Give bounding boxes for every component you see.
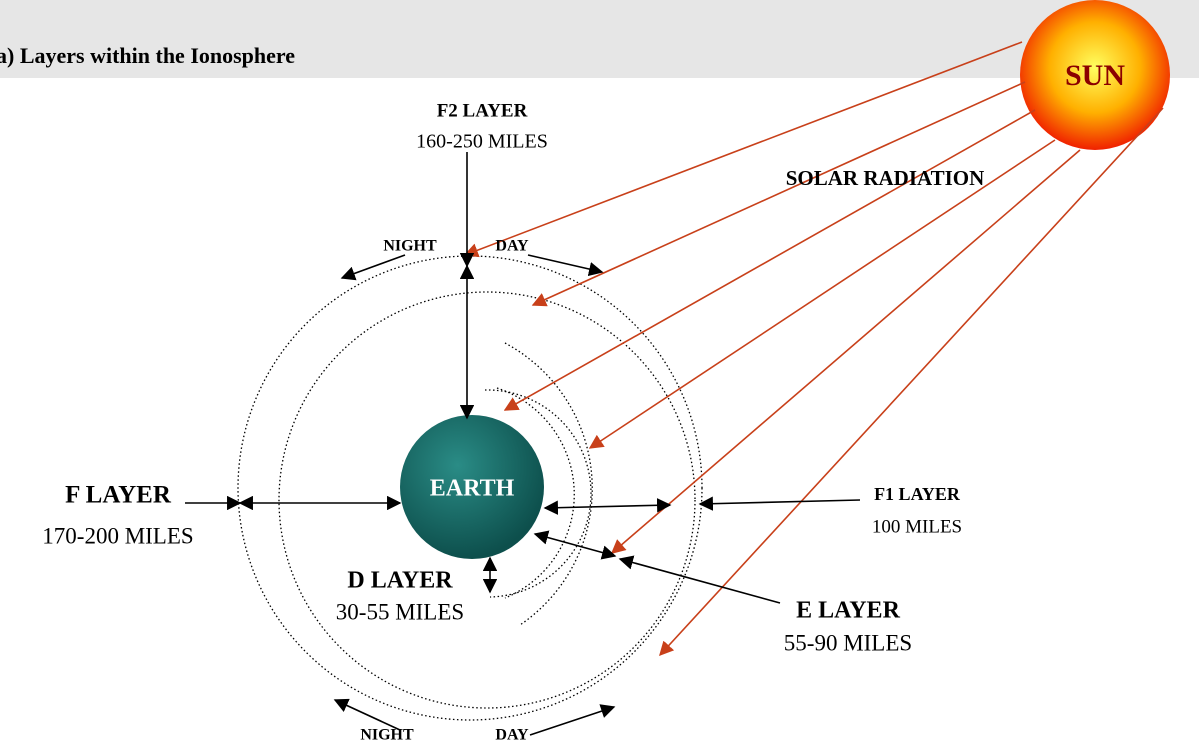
layer-height: 55-90 MILES: [784, 630, 912, 655]
night-label: NIGHT: [360, 727, 414, 744]
layer-height: 100 MILES: [872, 516, 962, 537]
layer-height: 170-200 MILES: [42, 523, 193, 548]
layer-name: F LAYER: [65, 482, 172, 509]
layer-name: D LAYER: [347, 568, 453, 594]
layer-name: E LAYER: [796, 598, 900, 624]
diagram: a) Layers within the Ionosphere SUN SOLA…: [0, 0, 1199, 744]
layer-name: F2 LAYER: [437, 100, 528, 121]
night-label: NIGHT: [383, 238, 437, 255]
title: a) Layers within the Ionosphere: [0, 43, 295, 68]
earth-label: EARTH: [430, 476, 515, 502]
radiation-label: SOLAR RADIATION: [786, 166, 985, 190]
page: a) Layers within the Ionosphere SUN SOLA…: [0, 0, 1199, 744]
layer-height: 160-250 MILES: [416, 131, 548, 153]
day-label: DAY: [495, 727, 529, 744]
sun-label: SUN: [1065, 59, 1125, 92]
day-label: DAY: [495, 238, 529, 255]
layer-height: 30-55 MILES: [336, 599, 464, 624]
layer-name: F1 LAYER: [874, 484, 961, 504]
